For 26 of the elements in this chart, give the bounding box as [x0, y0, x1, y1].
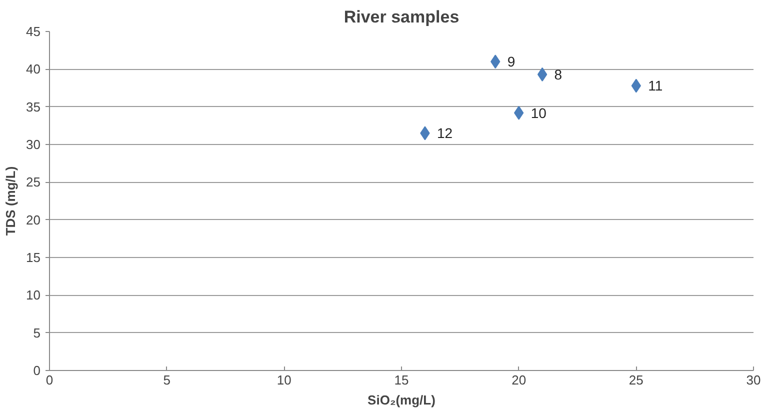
y-tick-label: 30: [26, 137, 41, 152]
point: [537, 67, 548, 82]
y-tick-label: 20: [26, 212, 41, 228]
y-tick-label: 10: [26, 288, 41, 303]
y-tick-label: 35: [26, 99, 41, 114]
x-tick-label: 25: [628, 372, 644, 388]
y-tick-label: 25: [26, 174, 41, 190]
x-axis-title: SiO₂(mg/L): [368, 392, 436, 408]
chart-title: River samples: [344, 8, 460, 26]
y-axis-title: TDS (mg/L): [3, 166, 18, 236]
x-tick-label: 15: [394, 372, 409, 388]
y-tick-label: 0: [33, 363, 41, 378]
annotation: 11: [648, 78, 663, 94]
y-tick-label: 45: [26, 24, 41, 39]
annotation: 9: [507, 54, 516, 70]
x-tick-label: 30: [746, 372, 761, 388]
x-tick-label: 0: [46, 372, 54, 388]
x-tick-label: 5: [163, 372, 170, 388]
y-tick-label: 5: [33, 325, 41, 340]
annotation: 8: [554, 66, 562, 82]
annotation: 10: [530, 104, 547, 121]
annotation: 12: [436, 125, 453, 142]
y-tick-label: 40: [26, 62, 41, 77]
y-tick-label: 15: [26, 250, 41, 265]
x-tick-label: 10: [276, 372, 292, 388]
x-tick-label: 20: [512, 372, 526, 388]
